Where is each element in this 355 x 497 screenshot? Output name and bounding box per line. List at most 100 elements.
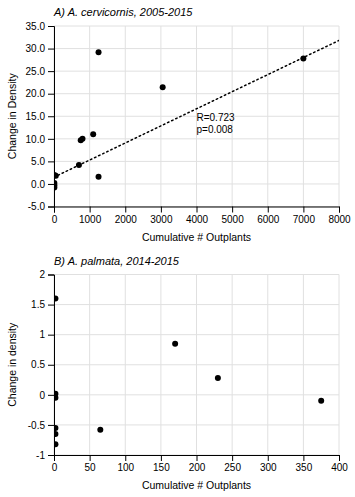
x-tick-mark [268, 207, 269, 213]
x-tick-label: 350 [296, 462, 313, 473]
y-tick-label: 2 [39, 269, 45, 280]
y-tick: 2 [39, 269, 54, 280]
grid-line-y [54, 93, 339, 94]
scatter-point [54, 296, 58, 302]
x-tick-mark [232, 207, 233, 213]
y-axis: -1-0.500.511.52 [28, 269, 55, 461]
y-tick-label: 10.0 [26, 134, 46, 145]
y-tick-mark [48, 207, 54, 208]
y-tick-mark [48, 335, 54, 336]
y-tick-label: 30.0 [26, 43, 46, 54]
trend-line [54, 40, 339, 177]
y-tick: 5.0 [31, 156, 54, 167]
y-tick-mark [48, 49, 54, 50]
grid-line-y [54, 48, 339, 49]
y-tick-label: 20.0 [26, 88, 46, 99]
x-tick: 250 [224, 455, 241, 473]
x-axis-line [55, 456, 340, 462]
y-tick-mark [48, 395, 54, 396]
scatter-point [96, 49, 102, 55]
x-tick: 6000 [257, 207, 280, 225]
x-tick-label: 3000 [150, 214, 173, 225]
y-tick-mark [48, 425, 54, 426]
y-tick: 0.0 [31, 179, 54, 190]
y-tick-label: -5.0 [28, 201, 46, 212]
y-tick-mark [48, 139, 54, 140]
x-tick-label: 1000 [79, 214, 102, 225]
y-tick: 1.5 [31, 299, 54, 310]
grid-line-y [54, 394, 339, 395]
y-tick-mark [48, 94, 54, 95]
y-tick-label: 25.0 [26, 66, 46, 77]
x-tick: 1000 [79, 207, 102, 225]
scatter-point [54, 431, 58, 437]
x-tick: 3000 [150, 207, 173, 225]
scatter-point [160, 84, 166, 90]
scatter-point [54, 441, 58, 447]
y-tick: -0.5 [28, 420, 54, 431]
x-tick-label: 400 [331, 462, 348, 473]
x-tick: 150 [153, 455, 170, 473]
x-tick-label: 5000 [222, 214, 245, 225]
y-tick-label: -0.5 [28, 420, 46, 431]
scatter-point [318, 398, 324, 404]
x-tick-label: 2000 [115, 214, 138, 225]
grid-line-y [54, 71, 339, 72]
x-tick-mark [303, 207, 304, 213]
scatter-point [80, 136, 86, 142]
x-tick-label: 6000 [257, 214, 280, 225]
x-tick-label: 300 [260, 462, 277, 473]
y-tick-mark [48, 275, 54, 276]
x-tick: 200 [189, 455, 206, 473]
x-tick-label: 4000 [186, 214, 209, 225]
y-tick-mark [48, 365, 54, 366]
x-tick-mark [90, 207, 91, 213]
grid-line-y [54, 304, 339, 305]
x-tick-label: 100 [117, 462, 134, 473]
y-tick-mark [48, 26, 54, 27]
grid-line-y [54, 334, 339, 335]
x-tick: 100 [117, 455, 134, 473]
y-tick: 20.0 [26, 88, 54, 99]
x-tick-mark [339, 455, 340, 461]
y-axis-line [48, 275, 55, 456]
x-tick-mark [197, 455, 198, 461]
scatter-point [97, 427, 103, 433]
y-tick-mark [48, 455, 54, 456]
y-axis: -5.0 0.0 5.0 10.0 15.0 20.0 25.0 30.0 35.0 [26, 21, 55, 213]
chart-svg: 010002000300040005000600070008000-5.00.0… [0, 0, 355, 497]
y-tick: 25.0 [26, 66, 54, 77]
x-axis-line [55, 207, 340, 213]
grid-line-y [54, 364, 339, 365]
x-tick-mark [268, 455, 269, 461]
x-tick-mark [125, 455, 126, 461]
x-axis: 050100150200250300350400 [52, 455, 349, 473]
scatter-point [215, 375, 221, 381]
x-tick: 5000 [222, 207, 245, 225]
scatter-point [96, 174, 102, 180]
y-tick-mark [48, 116, 54, 117]
x-axis-label: Cumulative # Outplants [142, 231, 251, 243]
annotation: R=0.723p=0.008 [197, 112, 236, 135]
x-tick: 50 [85, 455, 97, 473]
panel-title: B) A. palmata, 2014-2015 [54, 255, 180, 267]
y-tick: 1 [39, 329, 54, 340]
scatter-point [90, 131, 96, 137]
x-tick-label: 200 [189, 462, 206, 473]
x-axis-label: Cumulative # Outplants [142, 479, 251, 491]
y-tick: 0.5 [31, 359, 54, 370]
grid [54, 26, 339, 207]
grid-line-y [54, 161, 339, 162]
x-tick-mark [339, 207, 340, 213]
x-tick-mark [232, 455, 233, 461]
y-tick: 15.0 [26, 111, 54, 122]
x-tick: 2000 [115, 207, 138, 225]
scatter-point [172, 341, 178, 347]
y-tick-label: 0.0 [31, 179, 45, 190]
y-tick-label: 1.5 [31, 299, 45, 310]
y-tick-mark [48, 161, 54, 162]
panel-title: A) A. cervicornis, 2005-2015 [53, 6, 193, 18]
x-tick-label: 7000 [293, 214, 316, 225]
y-tick-label: 35.0 [26, 21, 46, 32]
y-tick: 35.0 [26, 21, 54, 32]
